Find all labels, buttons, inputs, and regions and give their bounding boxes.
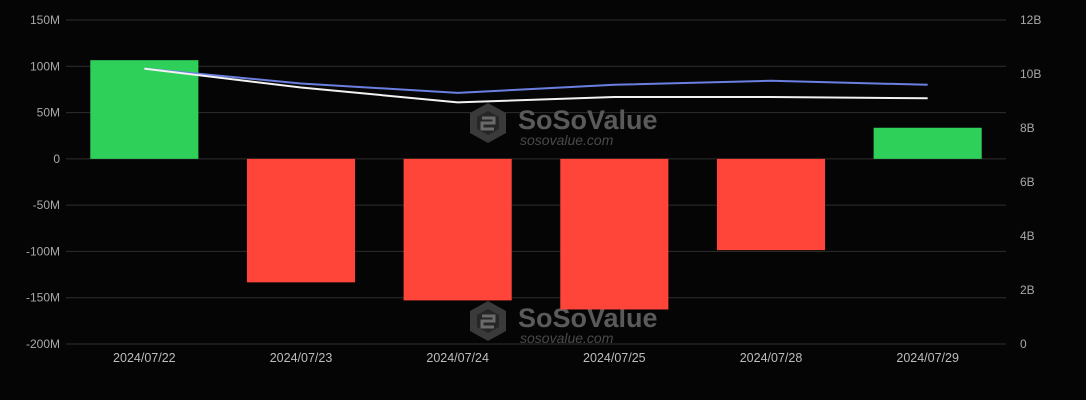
outflow-bar bbox=[403, 158, 512, 301]
watermark-top: SoSoValue sosovalue.com bbox=[470, 103, 658, 148]
watermark-url: sosovalue.com bbox=[520, 132, 614, 148]
x-tick-label: 2024/07/29 bbox=[896, 351, 959, 365]
y-axis-left: 150M 100M 50M 0 -50M -100M -150M -200M bbox=[26, 13, 60, 351]
inflow-bar bbox=[873, 127, 982, 159]
x-tick-label: 2024/07/25 bbox=[583, 351, 646, 365]
watermarks: SoSoValue sosovalue.com SoSoValue sosova… bbox=[470, 103, 658, 346]
watermark-url: sosovalue.com bbox=[520, 330, 614, 346]
inflow-bar bbox=[90, 60, 199, 159]
sosovalue-logo-icon bbox=[470, 301, 506, 341]
x-tick-label: 2024/07/23 bbox=[270, 351, 333, 365]
y-tick-label: 100M bbox=[30, 59, 60, 73]
x-axis: 2024/07/22 2024/07/23 2024/07/24 2024/07/25… bbox=[113, 351, 959, 365]
y2-tick-label: 8B bbox=[1020, 121, 1035, 135]
y-tick-label: -50M bbox=[33, 198, 60, 212]
y2-tick-label: 2B bbox=[1020, 283, 1035, 297]
y2-tick-label: 10B bbox=[1020, 67, 1041, 81]
y-tick-label: 150M bbox=[30, 13, 60, 27]
y2-tick-label: 6B bbox=[1020, 175, 1035, 189]
y-tick-label: -200M bbox=[26, 337, 60, 351]
y2-tick-label: 12B bbox=[1020, 13, 1041, 27]
outflow-bar bbox=[716, 158, 826, 251]
y-tick-label: -100M bbox=[26, 244, 60, 258]
y2-tick-label: 0 bbox=[1020, 337, 1027, 351]
watermark-bottom: SoSoValue sosovalue.com bbox=[470, 301, 658, 346]
series-line-1 bbox=[144, 67, 928, 94]
bars bbox=[90, 60, 982, 310]
outflow-bar bbox=[246, 158, 356, 283]
y2-tick-label: 4B bbox=[1020, 229, 1035, 243]
lines bbox=[144, 67, 928, 104]
sosovalue-logo-icon bbox=[470, 103, 506, 143]
x-tick-label: 2024/07/24 bbox=[426, 351, 489, 365]
watermark-brand: SoSoValue bbox=[518, 105, 658, 135]
series-line-2 bbox=[144, 67, 928, 104]
y-tick-label: -150M bbox=[26, 291, 60, 305]
y-axis-right: 12B 10B 8B 6B 4B 2B 0 bbox=[1020, 13, 1041, 351]
x-tick-label: 2024/07/22 bbox=[113, 351, 176, 365]
grid-lines bbox=[66, 19, 1006, 345]
y-tick-label: 50M bbox=[37, 106, 60, 120]
y-tick-label: 0 bbox=[53, 152, 60, 166]
x-tick-label: 2024/07/28 bbox=[740, 351, 803, 365]
outflow-bar bbox=[560, 158, 669, 310]
